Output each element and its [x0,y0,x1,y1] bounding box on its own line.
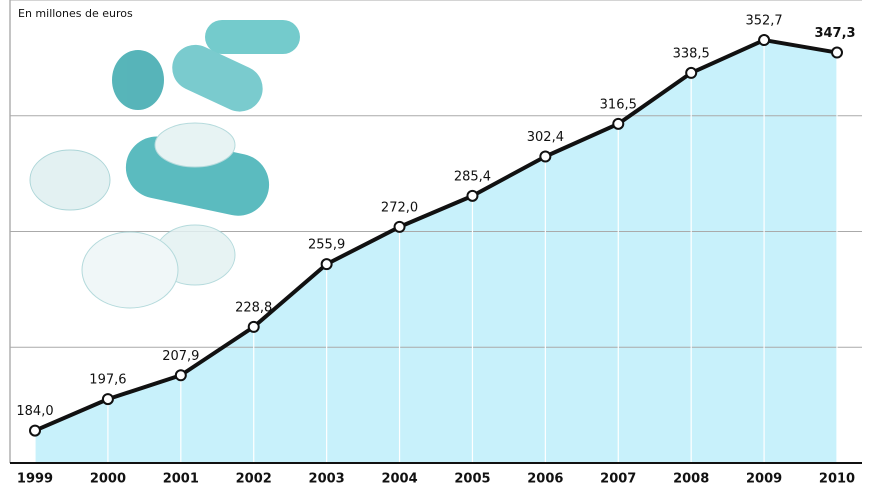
point [174,369,187,382]
point [612,117,625,130]
point [758,34,771,47]
value-label: 228,8 [235,300,272,315]
x-tick-label: 1999 [17,472,53,487]
x-tick-label: 2004 [381,472,417,487]
x-tick-label: 2007 [600,472,636,487]
point [247,320,260,333]
point [320,258,333,271]
point [685,66,698,79]
x-tick-label: 2003 [309,472,345,487]
x-tick-label: 2006 [527,472,563,487]
point [466,189,479,202]
point [101,393,114,406]
x-tick-label: 2008 [673,472,709,487]
x-tick-label: 2010 [819,472,855,487]
value-label: 338,5 [673,46,710,61]
value-label: 272,0 [381,200,418,215]
value-label: 316,5 [600,97,637,112]
area [35,40,837,463]
value-label: 302,4 [527,130,564,145]
x-tick-label: 2001 [163,472,199,487]
value-label: 207,9 [162,349,199,364]
line [34,38,838,433]
value-label: 347,3 [814,26,855,41]
point [539,150,552,163]
value-label: 352,7 [745,14,782,29]
pills-illustration [29,20,300,309]
value-label: 255,9 [308,238,345,253]
value-label: 184,0 [16,404,53,419]
x-tick-label: 2002 [236,472,272,487]
x-tick-label: 2000 [90,472,126,487]
value-label: 285,4 [454,169,491,184]
point [29,424,41,437]
subtitle: En millones de euros [18,7,133,20]
value-label: 197,6 [89,373,126,388]
point [393,220,406,233]
x-tick-label: 2005 [454,472,490,487]
x-tick-label: 2009 [746,472,782,487]
point [831,46,843,59]
